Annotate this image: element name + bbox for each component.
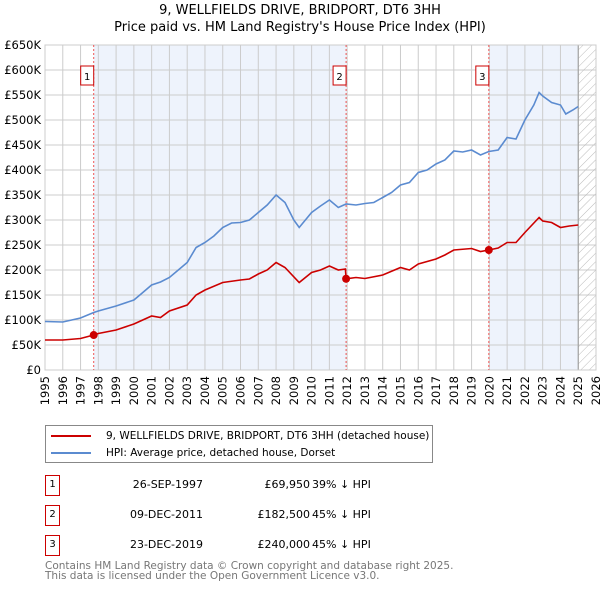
sale-date: 26-SEP-1997 xyxy=(132,478,203,491)
x-tick-label: 2002 xyxy=(162,376,176,405)
legend: 9, WELLFIELDS DRIVE, BRIDPORT, DT6 3HH (… xyxy=(45,425,433,463)
x-tick-label: 2020 xyxy=(482,376,496,405)
sale-row: 1 26-SEP-1997 £69,950 39% ↓ HPI xyxy=(45,475,445,496)
x-tick-label: 2007 xyxy=(251,376,265,405)
y-tick-label: £300K xyxy=(4,213,41,227)
sale-row: 2 09-DEC-2011 £182,500 45% ↓ HPI xyxy=(45,505,445,526)
sale-label-box xyxy=(475,65,490,86)
sale-label: 2 xyxy=(336,72,342,83)
sale-marker-badge: 2 xyxy=(45,505,60,526)
y-tick-label: £200K xyxy=(4,263,41,277)
x-tick-label: 2005 xyxy=(216,376,230,405)
sale-label-box xyxy=(332,65,347,86)
sale-row: 3 23-DEC-2019 £240,000 45% ↓ HPI xyxy=(45,535,445,556)
y-tick-label: £0 xyxy=(26,363,41,377)
series-line xyxy=(44,91,579,323)
legend-item-hpi: HPI: Average price, detached house, Dors… xyxy=(46,445,335,461)
y-tick-label: £100K xyxy=(4,313,41,327)
y-tick-label: £550K xyxy=(4,88,41,102)
chart-subtitle: Price paid vs. HM Land Registry's House … xyxy=(114,20,486,35)
sale-point xyxy=(484,246,493,254)
y-tick-label: £600K xyxy=(4,63,41,77)
x-tick-label: 2023 xyxy=(536,376,550,405)
x-tick-label: 2000 xyxy=(127,376,141,405)
sale-marker-badge: 1 xyxy=(45,475,60,496)
x-tick-label: 2016 xyxy=(411,376,425,405)
sale-price: £69,950 xyxy=(264,478,311,491)
x-tick-label: 2026 xyxy=(589,376,600,405)
y-tick-label: £500K xyxy=(4,113,41,127)
legend-label: HPI: Average price, detached house, Dors… xyxy=(106,447,336,459)
y-tick-label: £650K xyxy=(4,38,41,52)
y-tick-label: £50K xyxy=(12,338,42,352)
x-tick-label: 2008 xyxy=(269,376,283,405)
forecast-hatch xyxy=(578,45,596,370)
x-tick-label: 2012 xyxy=(340,376,354,405)
sale-label-box xyxy=(80,65,95,86)
x-tick-label: 2014 xyxy=(376,376,390,405)
shaded-period xyxy=(93,45,347,370)
price-chart: 1995 1996 1997 1998 1999 2000 2001 2002 2003 2004… xyxy=(4,38,600,405)
chart-title: 9, WELLFIELDS DRIVE, BRIDPORT, DT6 3HH xyxy=(159,3,441,18)
x-tick-label: 1995 xyxy=(38,376,52,405)
x-tick-label: 2006 xyxy=(234,376,248,405)
sale-date: 09-DEC-2011 xyxy=(129,508,203,521)
x-tick-label: 2022 xyxy=(518,376,532,405)
y-tick-label: £150K xyxy=(4,288,41,302)
x-tick-label: 2018 xyxy=(447,376,461,405)
x-tick-label: 2024 xyxy=(553,376,567,405)
x-tick-label: 2009 xyxy=(287,376,301,405)
x-tick-label: 2001 xyxy=(145,376,159,405)
x-tick-label: 1996 xyxy=(56,376,70,405)
x-tick-label: 2025 xyxy=(571,376,585,405)
y-tick-label: £450K xyxy=(4,138,41,152)
attribution-line-1: Contains HM Land Registry data © Crown c… xyxy=(45,560,454,572)
x-tick-label: 1999 xyxy=(109,376,123,405)
sale-hpi-diff: 45% ↓ HPI xyxy=(312,508,371,521)
sale-hpi-diff: 45% ↓ HPI xyxy=(312,538,371,551)
legend-swatch-red xyxy=(51,435,91,437)
legend-swatch-blue xyxy=(51,452,91,454)
shaded-period xyxy=(488,45,579,370)
x-tick-label: 2004 xyxy=(198,376,212,405)
y-tick-label: £400K xyxy=(4,163,41,177)
sale-price: £240,000 xyxy=(257,538,311,551)
plot-border xyxy=(44,44,597,371)
legend-label: 9, WELLFIELDS DRIVE, BRIDPORT, DT6 3HH (… xyxy=(106,430,430,442)
sale-label: 3 xyxy=(479,72,485,83)
sale-point xyxy=(342,274,351,283)
sale-point xyxy=(89,331,98,340)
x-tick-label: 2017 xyxy=(429,376,443,405)
attribution: Contains HM Land Registry data © Crown c… xyxy=(45,560,454,582)
x-tick-label: 2021 xyxy=(500,376,514,405)
y-tick-label: £250K xyxy=(4,238,41,252)
sale-hpi-diff: 39% ↓ HPI xyxy=(312,478,371,491)
x-tick-label: 2010 xyxy=(305,376,319,405)
series-line xyxy=(45,216,579,341)
attribution-line-2: This data is licensed under the Open Gov… xyxy=(45,570,380,582)
sale-marker-badge: 3 xyxy=(45,535,60,556)
x-tick-label: 1997 xyxy=(74,376,88,405)
x-tick-label: 2015 xyxy=(393,376,407,405)
sale-price: £182,500 xyxy=(257,508,311,521)
x-tick-label: 2013 xyxy=(358,376,372,405)
x-tick-label: 2019 xyxy=(465,376,479,405)
sale-date: 23-DEC-2019 xyxy=(129,538,203,551)
legend-item-property: 9, WELLFIELDS DRIVE, BRIDPORT, DT6 3HH (… xyxy=(46,428,429,444)
sale-label: 1 xyxy=(84,72,90,83)
x-tick-label: 2003 xyxy=(180,376,194,405)
y-tick-label: £350K xyxy=(4,188,41,202)
x-tick-label: 1998 xyxy=(91,376,105,405)
x-tick-label: 2011 xyxy=(322,376,336,405)
